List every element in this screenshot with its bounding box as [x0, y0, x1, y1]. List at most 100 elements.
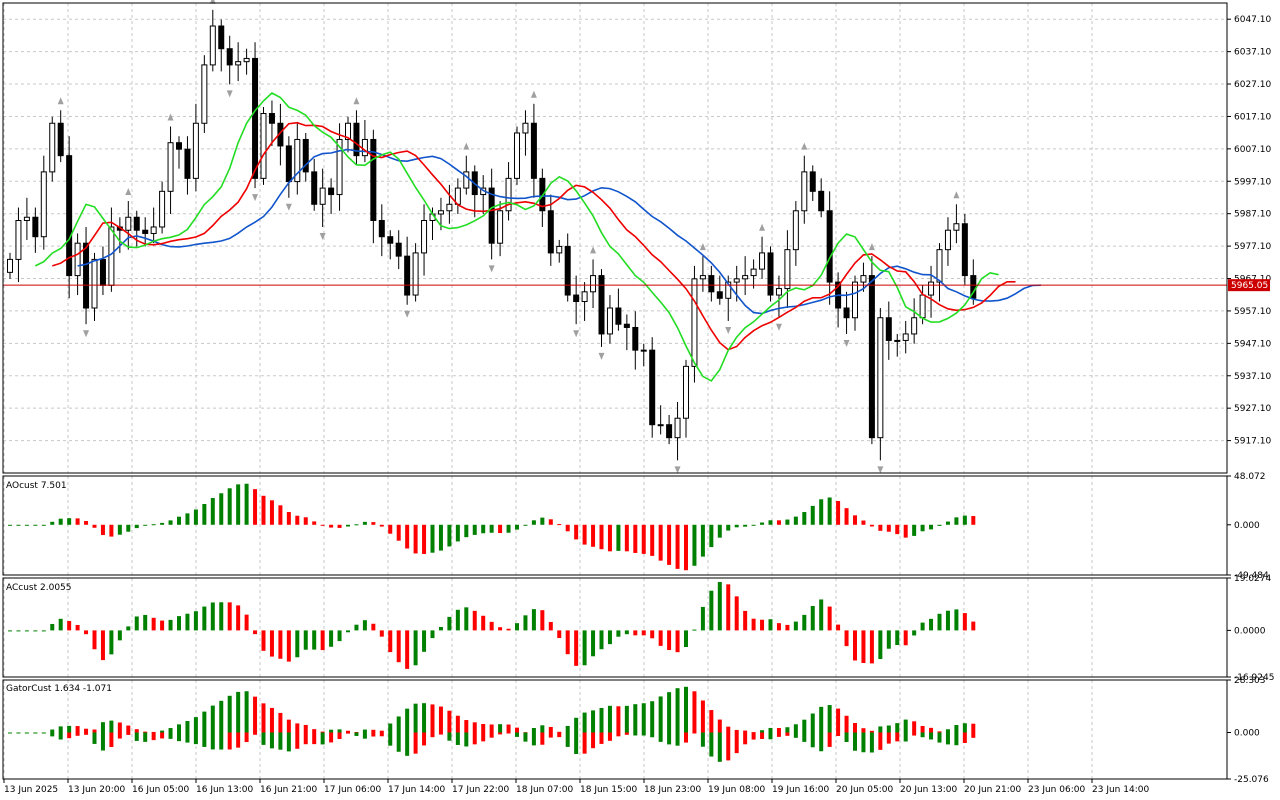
bear-candle[interactable] — [666, 424, 673, 439]
bear-candle[interactable] — [32, 216, 39, 238]
bull-candle[interactable] — [463, 171, 470, 189]
bull-candle[interactable] — [437, 210, 444, 215]
bear-candle[interactable] — [302, 138, 309, 173]
bull-candle[interactable] — [361, 138, 368, 157]
bear-candle[interactable] — [868, 275, 875, 439]
bull-candle[interactable] — [852, 281, 858, 319]
bull-candle[interactable] — [336, 138, 343, 196]
ao-pane[interactable] — [8, 483, 976, 571]
bull-candle[interactable] — [674, 417, 681, 439]
bear-candle[interactable] — [387, 236, 394, 244]
bear-candle[interactable] — [530, 122, 537, 179]
bear-candle[interactable] — [184, 148, 191, 179]
bear-candle[interactable] — [809, 171, 816, 192]
bull-candle[interactable] — [691, 278, 698, 367]
bull-candle[interactable] — [209, 25, 216, 66]
main-price-pane[interactable] — [3, 0, 1227, 474]
bull-candle[interactable] — [49, 122, 56, 173]
bull-candle[interactable] — [556, 245, 563, 254]
bull-candle[interactable] — [928, 281, 935, 296]
bull-candle[interactable] — [412, 252, 419, 296]
bull-candle[interactable] — [860, 275, 867, 283]
bull-candle[interactable] — [421, 219, 428, 254]
bear-candle[interactable] — [395, 242, 402, 257]
bear-candle[interactable] — [488, 187, 495, 244]
bear-candle[interactable] — [404, 255, 411, 296]
bear-candle[interactable] — [843, 307, 850, 319]
bear-candle[interactable] — [767, 252, 774, 296]
bear-candle[interactable] — [649, 349, 656, 426]
bull-candle[interactable] — [150, 226, 157, 234]
bull-candle[interactable] — [742, 275, 749, 280]
bull-candle[interactable] — [319, 187, 326, 205]
bull-candle[interactable] — [919, 294, 926, 319]
bull-candle[interactable] — [936, 249, 943, 283]
bear-candle[interactable] — [66, 155, 73, 277]
bull-candle[interactable] — [201, 64, 208, 124]
bull-candle[interactable] — [944, 229, 951, 251]
bull-candle[interactable] — [725, 281, 732, 299]
bear-candle[interactable] — [268, 113, 275, 124]
bull-candle[interactable] — [40, 171, 47, 238]
bull-candle[interactable] — [683, 365, 689, 419]
bear-candle[interactable] — [547, 210, 554, 254]
bear-candle[interactable] — [826, 210, 833, 283]
bull-candle[interactable] — [125, 216, 132, 231]
bull-candle[interactable] — [108, 226, 115, 286]
bear-candle[interactable] — [573, 294, 580, 303]
bull-candle[interactable] — [784, 249, 791, 290]
bear-candle[interactable] — [218, 25, 225, 50]
bear-candle[interactable] — [311, 171, 318, 205]
bear-candle[interactable] — [226, 48, 233, 66]
bull-candle[interactable] — [606, 307, 613, 335]
bull-candle[interactable] — [750, 268, 757, 277]
bull-candle[interactable] — [294, 138, 301, 183]
bear-candle[interactable] — [961, 223, 968, 277]
bull-candle[interactable] — [74, 242, 81, 277]
bear-candle[interactable] — [716, 291, 723, 299]
ac-pane[interactable] — [8, 582, 976, 669]
bull-candle[interactable] — [243, 57, 250, 63]
bull-candle[interactable] — [260, 113, 267, 179]
bull-candle[interactable] — [7, 258, 13, 273]
bull-candle[interactable] — [167, 142, 174, 192]
bull-candle[interactable] — [953, 223, 960, 231]
bear-candle[interactable] — [708, 275, 715, 293]
bear-candle[interactable] — [885, 317, 892, 341]
bull-candle[interactable] — [581, 291, 588, 303]
bear-candle[interactable] — [285, 145, 292, 183]
bull-candle[interactable] — [505, 177, 512, 212]
bull-candle[interactable] — [345, 122, 351, 140]
gator-pane[interactable] — [8, 686, 976, 762]
bull-candle[interactable] — [91, 258, 98, 309]
bear-candle[interactable] — [353, 122, 360, 157]
bull-candle[interactable] — [657, 424, 664, 427]
bull-candle[interactable] — [23, 216, 30, 221]
bull-candle[interactable] — [192, 122, 199, 179]
bull-candle[interactable] — [733, 278, 740, 283]
bull-candle[interactable] — [699, 275, 706, 280]
bear-candle[interactable] — [99, 258, 106, 286]
bear-candle[interactable] — [564, 245, 571, 296]
bull-candle[interactable] — [514, 132, 520, 179]
bear-candle[interactable] — [632, 326, 639, 351]
bull-candle[interactable] — [640, 349, 647, 352]
bear-candle[interactable] — [83, 242, 90, 309]
bear-candle[interactable] — [615, 307, 622, 325]
bear-candle[interactable] — [378, 219, 385, 238]
bear-candle[interactable] — [176, 142, 182, 150]
bull-candle[interactable] — [902, 333, 909, 341]
bear-candle[interactable] — [142, 229, 149, 234]
bull-candle[interactable] — [877, 317, 884, 439]
bull-candle[interactable] — [15, 219, 22, 260]
bear-candle[interactable] — [623, 323, 630, 328]
bear-candle[interactable] — [598, 275, 605, 335]
bear-candle[interactable] — [818, 190, 825, 212]
bull-candle[interactable] — [894, 339, 901, 342]
bear-candle[interactable] — [57, 122, 64, 157]
bull-candle[interactable] — [522, 122, 529, 134]
bull-candle[interactable] — [775, 288, 782, 296]
bear-candle[interactable] — [133, 216, 140, 231]
bull-candle[interactable] — [911, 317, 918, 335]
bull-candle[interactable] — [497, 210, 504, 244]
